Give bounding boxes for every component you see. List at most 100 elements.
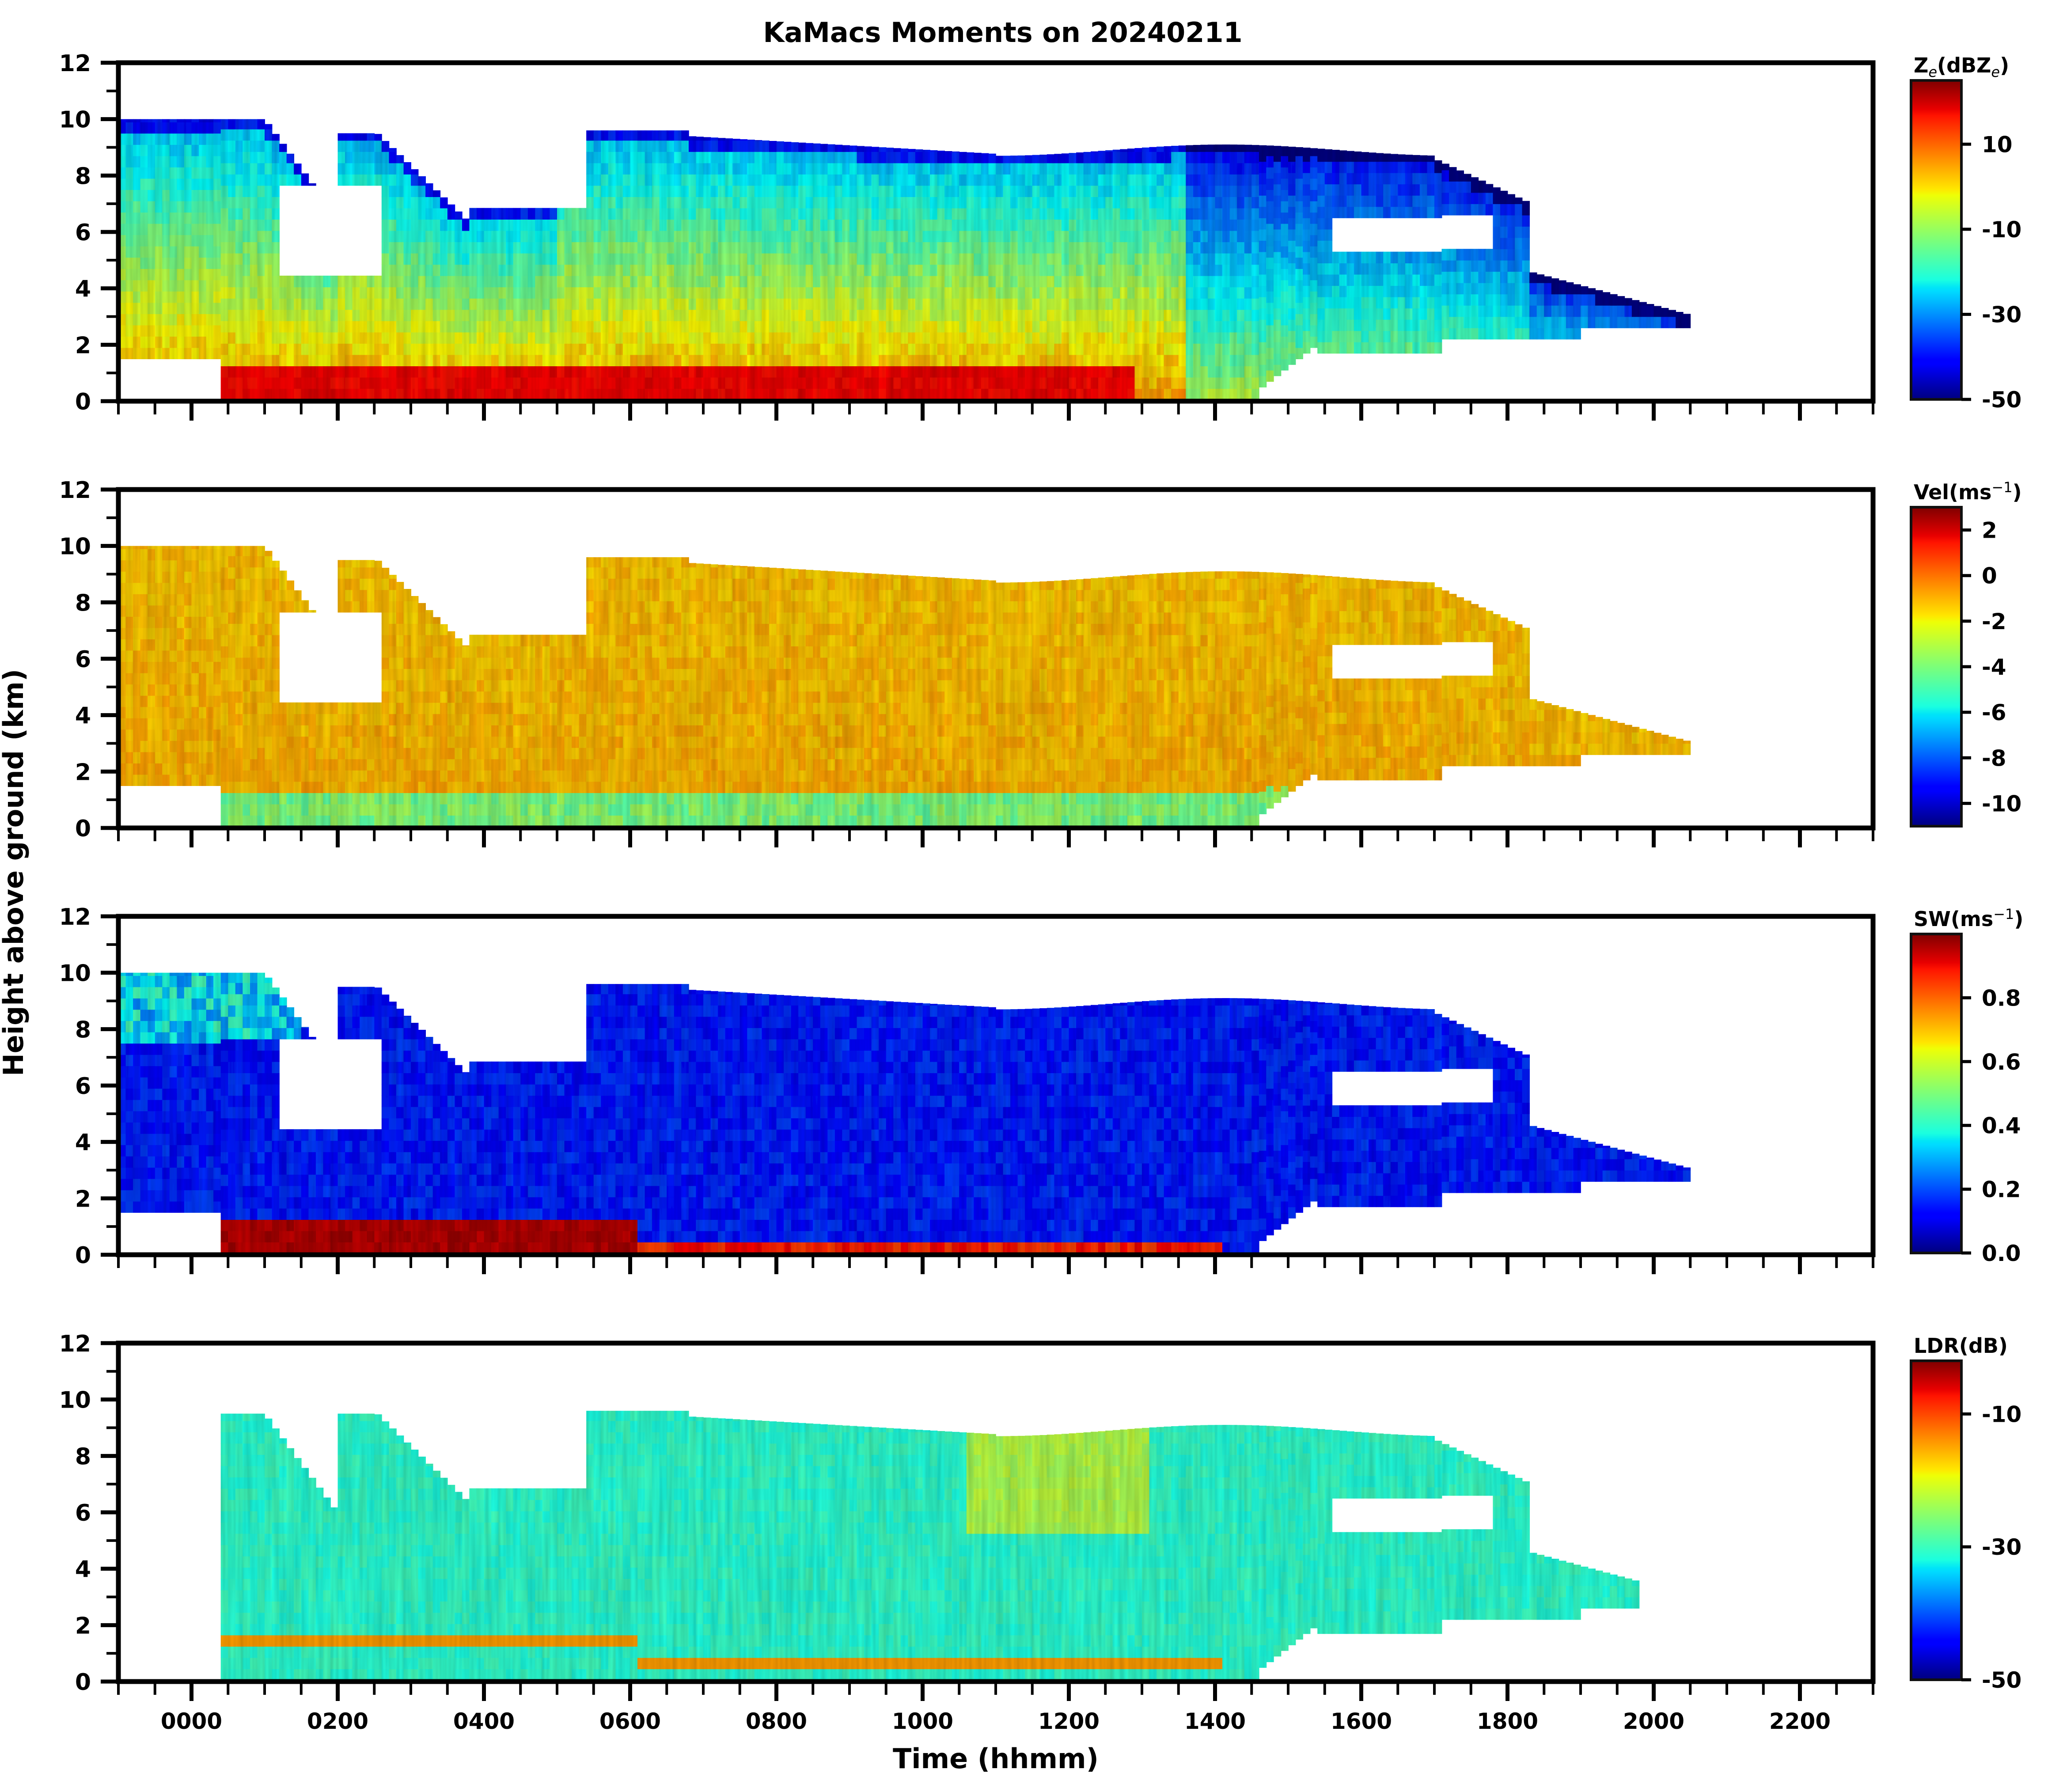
heatmap-cell — [1281, 146, 1289, 156]
heatmap-cell — [981, 197, 989, 209]
heatmap-cell — [1544, 316, 1552, 328]
heatmap-cell — [432, 321, 441, 333]
heatmap-cell — [220, 714, 229, 725]
heatmap-cell — [265, 702, 273, 714]
heatmap-cell — [513, 230, 521, 243]
heatmap-cell — [1112, 264, 1121, 276]
heatmap-cell — [776, 321, 784, 333]
heatmap-cell — [1193, 185, 1201, 197]
heatmap-cell — [1200, 152, 1208, 163]
heatmap-cell — [608, 309, 616, 321]
heatmap-cell — [608, 388, 616, 400]
heatmap-cell — [1039, 163, 1047, 175]
heatmap-cell — [688, 343, 697, 355]
heatmap-cell — [871, 321, 879, 333]
heatmap-cell — [703, 242, 711, 254]
heatmap-cell — [718, 174, 726, 186]
heatmap-cell — [315, 332, 324, 344]
heatmap-cell — [1317, 285, 1325, 297]
heatmap-cell — [944, 298, 952, 310]
heatmap-cell — [396, 163, 404, 175]
heatmap-cell — [1025, 377, 1033, 389]
heatmap-cell — [367, 560, 375, 568]
heatmap-cell — [1398, 251, 1406, 263]
heatmap-cell — [286, 759, 294, 771]
heatmap-cell — [125, 280, 133, 292]
heatmap-cell — [1441, 328, 1449, 340]
heatmap-cell — [323, 388, 331, 400]
heatmap-cell — [791, 242, 799, 254]
heatmap-cell — [301, 343, 309, 355]
heatmap-cell — [1354, 319, 1362, 331]
heatmap-cell — [974, 219, 982, 231]
heatmap-cell — [1171, 377, 1179, 389]
heatmap-cell — [506, 366, 514, 378]
heatmap-cell — [228, 589, 236, 601]
heatmap-cell — [842, 219, 850, 231]
heatmap-cell — [1200, 230, 1208, 243]
heatmap-cell — [425, 793, 433, 805]
heatmap-cell — [1251, 197, 1259, 209]
heatmap-cell — [411, 646, 419, 658]
heatmap-cell — [747, 185, 755, 197]
heatmap-cell — [235, 702, 243, 714]
heatmap-cell — [645, 343, 652, 355]
heatmap-cell — [228, 646, 236, 658]
heatmap-cell — [601, 253, 609, 265]
heatmap-cell — [140, 235, 148, 247]
heatmap-cell — [1003, 264, 1011, 276]
heatmap-cell — [381, 377, 390, 389]
heatmap-cell — [491, 230, 499, 243]
heatmap-cell — [886, 298, 894, 310]
heatmap-cell — [1069, 219, 1077, 231]
heatmap-cell — [535, 377, 543, 389]
heatmap-cell — [798, 309, 806, 321]
heatmap-cell — [1142, 230, 1150, 243]
heatmap-cell — [1069, 208, 1077, 220]
heatmap-cell — [1346, 184, 1354, 196]
heatmap-cell — [754, 377, 762, 389]
heatmap-cell — [1507, 282, 1515, 295]
heatmap-cell — [177, 549, 185, 561]
heatmap-cell — [411, 343, 419, 355]
heatmap-cell — [447, 736, 455, 748]
heatmap-cell — [784, 152, 792, 163]
heatmap-cell — [243, 725, 250, 737]
heatmap-cell — [1083, 208, 1091, 220]
heatmap-cell — [133, 560, 141, 572]
heatmap-cell — [1134, 197, 1142, 209]
heatmap-cell — [199, 627, 207, 640]
heatmap-cell — [1171, 163, 1179, 175]
heatmap-cell — [732, 140, 740, 152]
heatmap-cell — [1493, 282, 1501, 295]
heatmap-cell — [1229, 197, 1237, 209]
heatmap-cell — [250, 793, 258, 805]
heatmap-cell — [162, 605, 170, 617]
heatmap-cell — [199, 235, 207, 247]
heatmap-cell — [491, 309, 499, 321]
heatmap-cell — [718, 208, 726, 220]
heatmap-cell — [784, 230, 792, 243]
heatmap-cell — [1105, 264, 1113, 276]
heatmap-cell — [798, 366, 806, 378]
heatmap-cell — [484, 253, 492, 265]
heatmap-cell — [191, 774, 199, 786]
heatmap-cell — [944, 264, 952, 276]
heatmap-cell — [235, 388, 243, 400]
heatmap-cell — [301, 174, 309, 186]
heatmap-cell — [220, 174, 229, 186]
heatmap-cell — [579, 208, 587, 220]
heatmap-cell — [1215, 366, 1223, 378]
heatmap-cell — [572, 332, 580, 344]
heatmap-cell — [1390, 319, 1399, 331]
heatmap-cell — [791, 253, 799, 265]
heatmap-cell — [879, 253, 887, 265]
heatmap-cell — [930, 298, 938, 310]
heatmap-cell — [133, 133, 141, 145]
heatmap-cell — [169, 347, 178, 359]
heatmap-cell — [184, 178, 192, 190]
heatmap-cell — [586, 321, 594, 333]
heatmap-cell — [1434, 172, 1442, 185]
heatmap-cell — [1047, 253, 1055, 265]
heatmap-cell — [849, 377, 857, 389]
